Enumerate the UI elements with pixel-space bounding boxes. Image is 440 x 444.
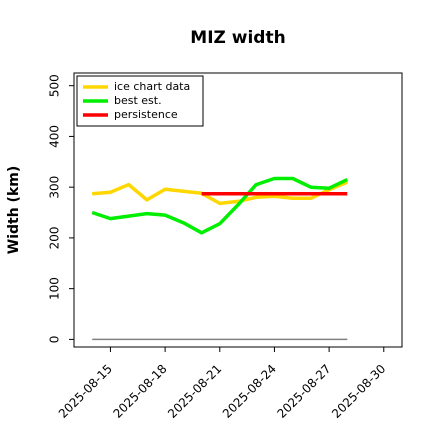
legend-label-persistence: persistence xyxy=(114,108,178,121)
x-tick-label: 2025-08-27 xyxy=(274,362,333,421)
y-tick-label: 100 xyxy=(48,277,62,300)
y-tick-label: 200 xyxy=(48,226,62,249)
series-layer xyxy=(91,176,349,341)
x-tick-label: 2025-08-30 xyxy=(329,362,388,421)
series-line-ice-chart-data xyxy=(92,180,348,206)
x-tick-label: 2025-08-15 xyxy=(56,362,115,421)
x-tick-label: 2025-08-18 xyxy=(110,362,169,421)
x-tick-label: 2025-08-24 xyxy=(220,362,279,421)
chart-title: MIZ width xyxy=(190,28,285,48)
y-tick-label: 0 xyxy=(47,336,61,344)
y-tick-label: 500 xyxy=(47,74,61,97)
x-tick-label: 2025-08-21 xyxy=(165,362,224,421)
legend-label-ice-chart-data: ice chart data xyxy=(114,80,190,93)
y-axis-label: Width (km) xyxy=(6,166,22,255)
y-tick-label: 300 xyxy=(47,176,61,199)
legend-label-best-est: best est. xyxy=(114,94,162,107)
y-tick-label: 400 xyxy=(48,125,62,148)
plot-frame xyxy=(73,72,403,348)
series-line-best-est xyxy=(91,176,349,235)
